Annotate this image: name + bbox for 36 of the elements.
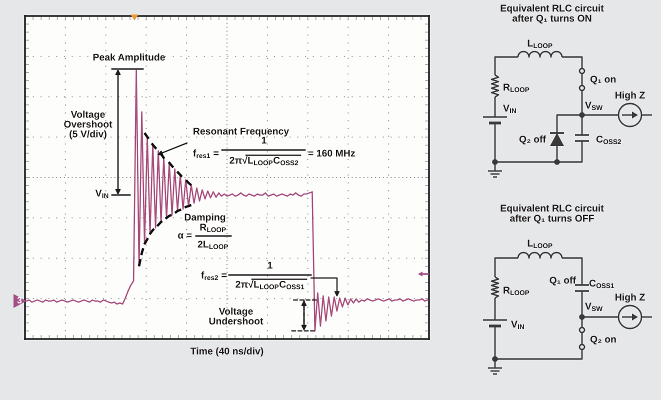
annotation: 2π√L$_{LOOP}$C$_{OSS2}$: [230, 156, 298, 166]
text: Peak Amplitude: [93, 53, 165, 63]
annotation: Damping: [184, 213, 226, 223]
text: C$_{OSS2}$: [596, 136, 621, 144]
text: L$_{LOOP}$: [528, 40, 552, 48]
text: R$_{LOOP}$: [504, 286, 530, 296]
text: V$_{SW}$: [585, 302, 603, 312]
x-axis-title: Time (40 ns/div): [190, 347, 264, 356]
text: Q₂ off: [519, 135, 546, 144]
text: Q₁ on: [590, 76, 616, 84]
annotation: Voltage Overshoot (5 V/div): [64, 110, 112, 140]
annotation: V$_{IN}$: [95, 190, 108, 198]
text: Q₂ on: [590, 336, 616, 344]
annotation: 2π√L$_{LOOP}$C$_{OSS1}$: [236, 280, 304, 290]
text: Equivalent RLC circuit after Q₁ turns OFF: [500, 204, 604, 224]
annotation: Voltage Undershoot: [209, 308, 264, 325]
annotation: f$_{res2}$ =: [201, 271, 227, 280]
annotation: 1: [262, 136, 266, 144]
annotation: 1: [268, 262, 272, 269]
annotation: R$_{LOOP}$: [200, 224, 226, 232]
text: V$_{IN}$: [503, 104, 516, 114]
text: L$_{LOOP}$: [528, 240, 552, 248]
text: R$_{LOOP}$: [504, 84, 530, 92]
annotation: f$_{res1}$ =: [193, 149, 219, 158]
annotation: = 160 MHz: [308, 150, 355, 157]
annotation: 2L$_{LOOP}$: [198, 240, 228, 250]
text: High Z: [616, 91, 645, 101]
text: C$_{OSS1}$: [589, 280, 614, 288]
annotation: Resonant Frequency: [194, 128, 290, 137]
text: High Z: [616, 293, 645, 303]
text: V$_{IN}$: [511, 320, 524, 330]
text: V$_{SW}$: [585, 102, 603, 110]
text: Q₁ off: [550, 276, 576, 286]
text: Equivalent RLC circuit after Q₁ turns ON: [500, 4, 604, 24]
text: 3: [17, 297, 22, 304]
annotation: α =: [178, 233, 192, 239]
